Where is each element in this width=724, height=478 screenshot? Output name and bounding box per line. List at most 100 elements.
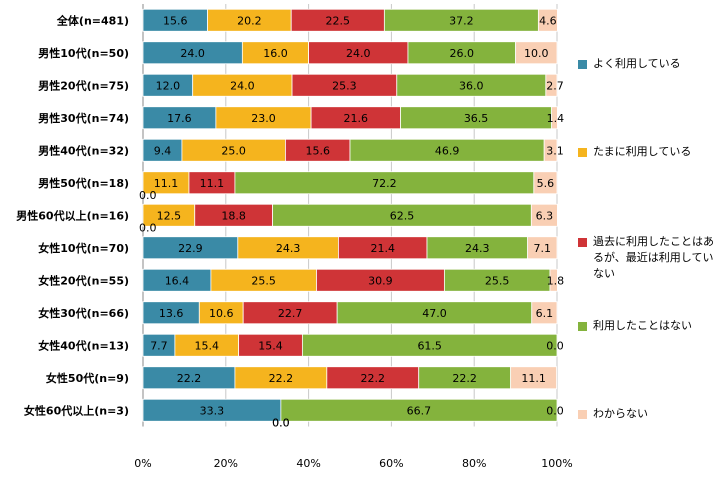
bar-segment <box>515 41 558 65</box>
legend-swatch <box>578 238 587 247</box>
data-label: 47.0 <box>422 307 447 320</box>
data-label: 72.2 <box>372 177 397 190</box>
category-label: 女性20代(n=55) <box>38 273 129 287</box>
x-tick-label: 0% <box>134 457 151 470</box>
legend-swatch <box>578 322 587 331</box>
data-label: 24.0 <box>180 47 205 60</box>
data-labels: 15.6 20.2 22.5 37.2 4.6 24.0 16.0 24.0 26.0 10.0 1… <box>139 14 564 429</box>
data-label: 11.1 <box>200 177 225 190</box>
category-label: 男性10代(n=50) <box>38 46 129 60</box>
data-label: 25.3 <box>332 79 357 92</box>
category-label: 全体(n=481) <box>56 13 129 27</box>
legend-swatch <box>578 60 587 69</box>
data-label: 21.4 <box>370 242 395 255</box>
category-labels: 全体(n=481) 男性10代(n=50) 男性20代(n=75) 男性30代(n=7… <box>16 13 129 417</box>
data-label: 13.6 <box>159 307 184 320</box>
bar-segment <box>301 333 558 357</box>
data-label: 6.1 <box>536 307 554 320</box>
data-label: 20.2 <box>237 14 262 27</box>
data-label: 15.6 <box>163 14 188 27</box>
data-label: 24.3 <box>465 242 490 255</box>
bar-segment <box>549 268 558 292</box>
category-label: 男性30代(n=74) <box>38 111 129 125</box>
legend-item: 過去に利用したことはあるが、最近は利用していない <box>578 234 721 282</box>
data-label: 0.0 <box>139 189 157 202</box>
legend-label: わからない <box>593 407 648 420</box>
bar-segments <box>142 8 558 422</box>
data-label: 6.3 <box>536 209 554 222</box>
legend-item: 利用したことはない <box>578 318 721 334</box>
data-label: 25.5 <box>485 274 510 287</box>
data-label: 25.0 <box>221 144 246 157</box>
bar-segment <box>531 301 558 325</box>
data-label: 61.5 <box>417 339 442 352</box>
category-label: 男性60代以上(n=16) <box>16 208 129 222</box>
data-label: 11.1 <box>154 177 179 190</box>
x-tick-label: 60% <box>379 457 403 470</box>
data-label: 7.7 <box>150 339 168 352</box>
data-label: 3.1 <box>546 144 564 157</box>
data-label: 22.2 <box>361 372 386 385</box>
data-label: 15.6 <box>305 144 330 157</box>
bar-segment <box>510 366 557 390</box>
category-label: 男性40代(n=32) <box>38 143 129 157</box>
legend-label: 過去に利用したことはあるが、最近は利用していない <box>593 235 714 280</box>
data-label: 15.4 <box>258 339 283 352</box>
legend-label: 利用したことはない <box>593 319 692 332</box>
data-label: 22.7 <box>278 307 303 320</box>
bar-segment <box>545 73 558 97</box>
data-label: 33.3 <box>200 404 225 417</box>
x-tick-label: 40% <box>296 457 320 470</box>
data-label: 22.5 <box>326 14 351 27</box>
data-label: 0.0 <box>546 404 564 417</box>
legend-swatch <box>578 410 587 419</box>
legend: よく利用している たまに利用している 過去に利用したことはあるが、最近は利用して… <box>578 0 724 478</box>
data-label: 5.6 <box>537 177 555 190</box>
legend-swatch <box>578 148 587 157</box>
data-label: 18.8 <box>221 209 246 222</box>
data-label: 9.4 <box>154 144 172 157</box>
data-label: 36.5 <box>464 112 489 125</box>
data-label: 22.2 <box>177 372 202 385</box>
bar-segment <box>527 236 558 260</box>
data-label: 37.2 <box>449 14 474 27</box>
x-axis-ticks: 0% 20% 40% 60% 80% 100% <box>134 457 572 470</box>
data-label: 7.1 <box>534 242 552 255</box>
data-label: 25.5 <box>251 274 276 287</box>
category-label: 女性60代以上(n=3) <box>24 403 129 417</box>
data-label: 62.5 <box>390 209 415 222</box>
data-label: 23.0 <box>251 112 276 125</box>
data-label: 66.7 <box>407 404 432 417</box>
bar-segment <box>543 138 558 162</box>
data-label: 30.9 <box>368 274 393 287</box>
data-label: 11.1 <box>521 372 546 385</box>
data-label: 22.9 <box>178 242 203 255</box>
data-label: 0.0 <box>139 221 157 234</box>
data-label: 0.0 <box>272 416 290 429</box>
data-label: 1.4 <box>547 112 565 125</box>
data-label: 24.3 <box>276 242 301 255</box>
x-tick-label: 80% <box>462 457 486 470</box>
bar-segment <box>280 398 558 422</box>
legend-label: よく利用している <box>593 57 681 70</box>
data-label: 22.2 <box>269 372 294 385</box>
data-label: 10.0 <box>524 47 549 60</box>
data-label: 24.0 <box>346 47 371 60</box>
data-label: 10.6 <box>209 307 234 320</box>
x-tick-label: 100% <box>541 457 572 470</box>
data-label: 1.8 <box>547 274 565 287</box>
category-label: 男性20代(n=75) <box>38 78 129 92</box>
data-label: 16.4 <box>165 274 190 287</box>
data-label: 36.0 <box>459 79 484 92</box>
data-label: 2.7 <box>546 79 564 92</box>
legend-label: たまに利用している <box>593 145 692 158</box>
category-label: 男性50代(n=18) <box>38 176 129 190</box>
data-label: 4.6 <box>539 14 557 27</box>
category-label: 女性50代(n=9) <box>46 371 129 385</box>
category-label: 女性40代(n=13) <box>38 338 129 352</box>
legend-item: わからない <box>578 406 721 422</box>
data-label: 24.0 <box>230 79 255 92</box>
data-label: 12.0 <box>156 79 181 92</box>
data-label: 21.6 <box>344 112 369 125</box>
bar-segment <box>533 171 558 195</box>
